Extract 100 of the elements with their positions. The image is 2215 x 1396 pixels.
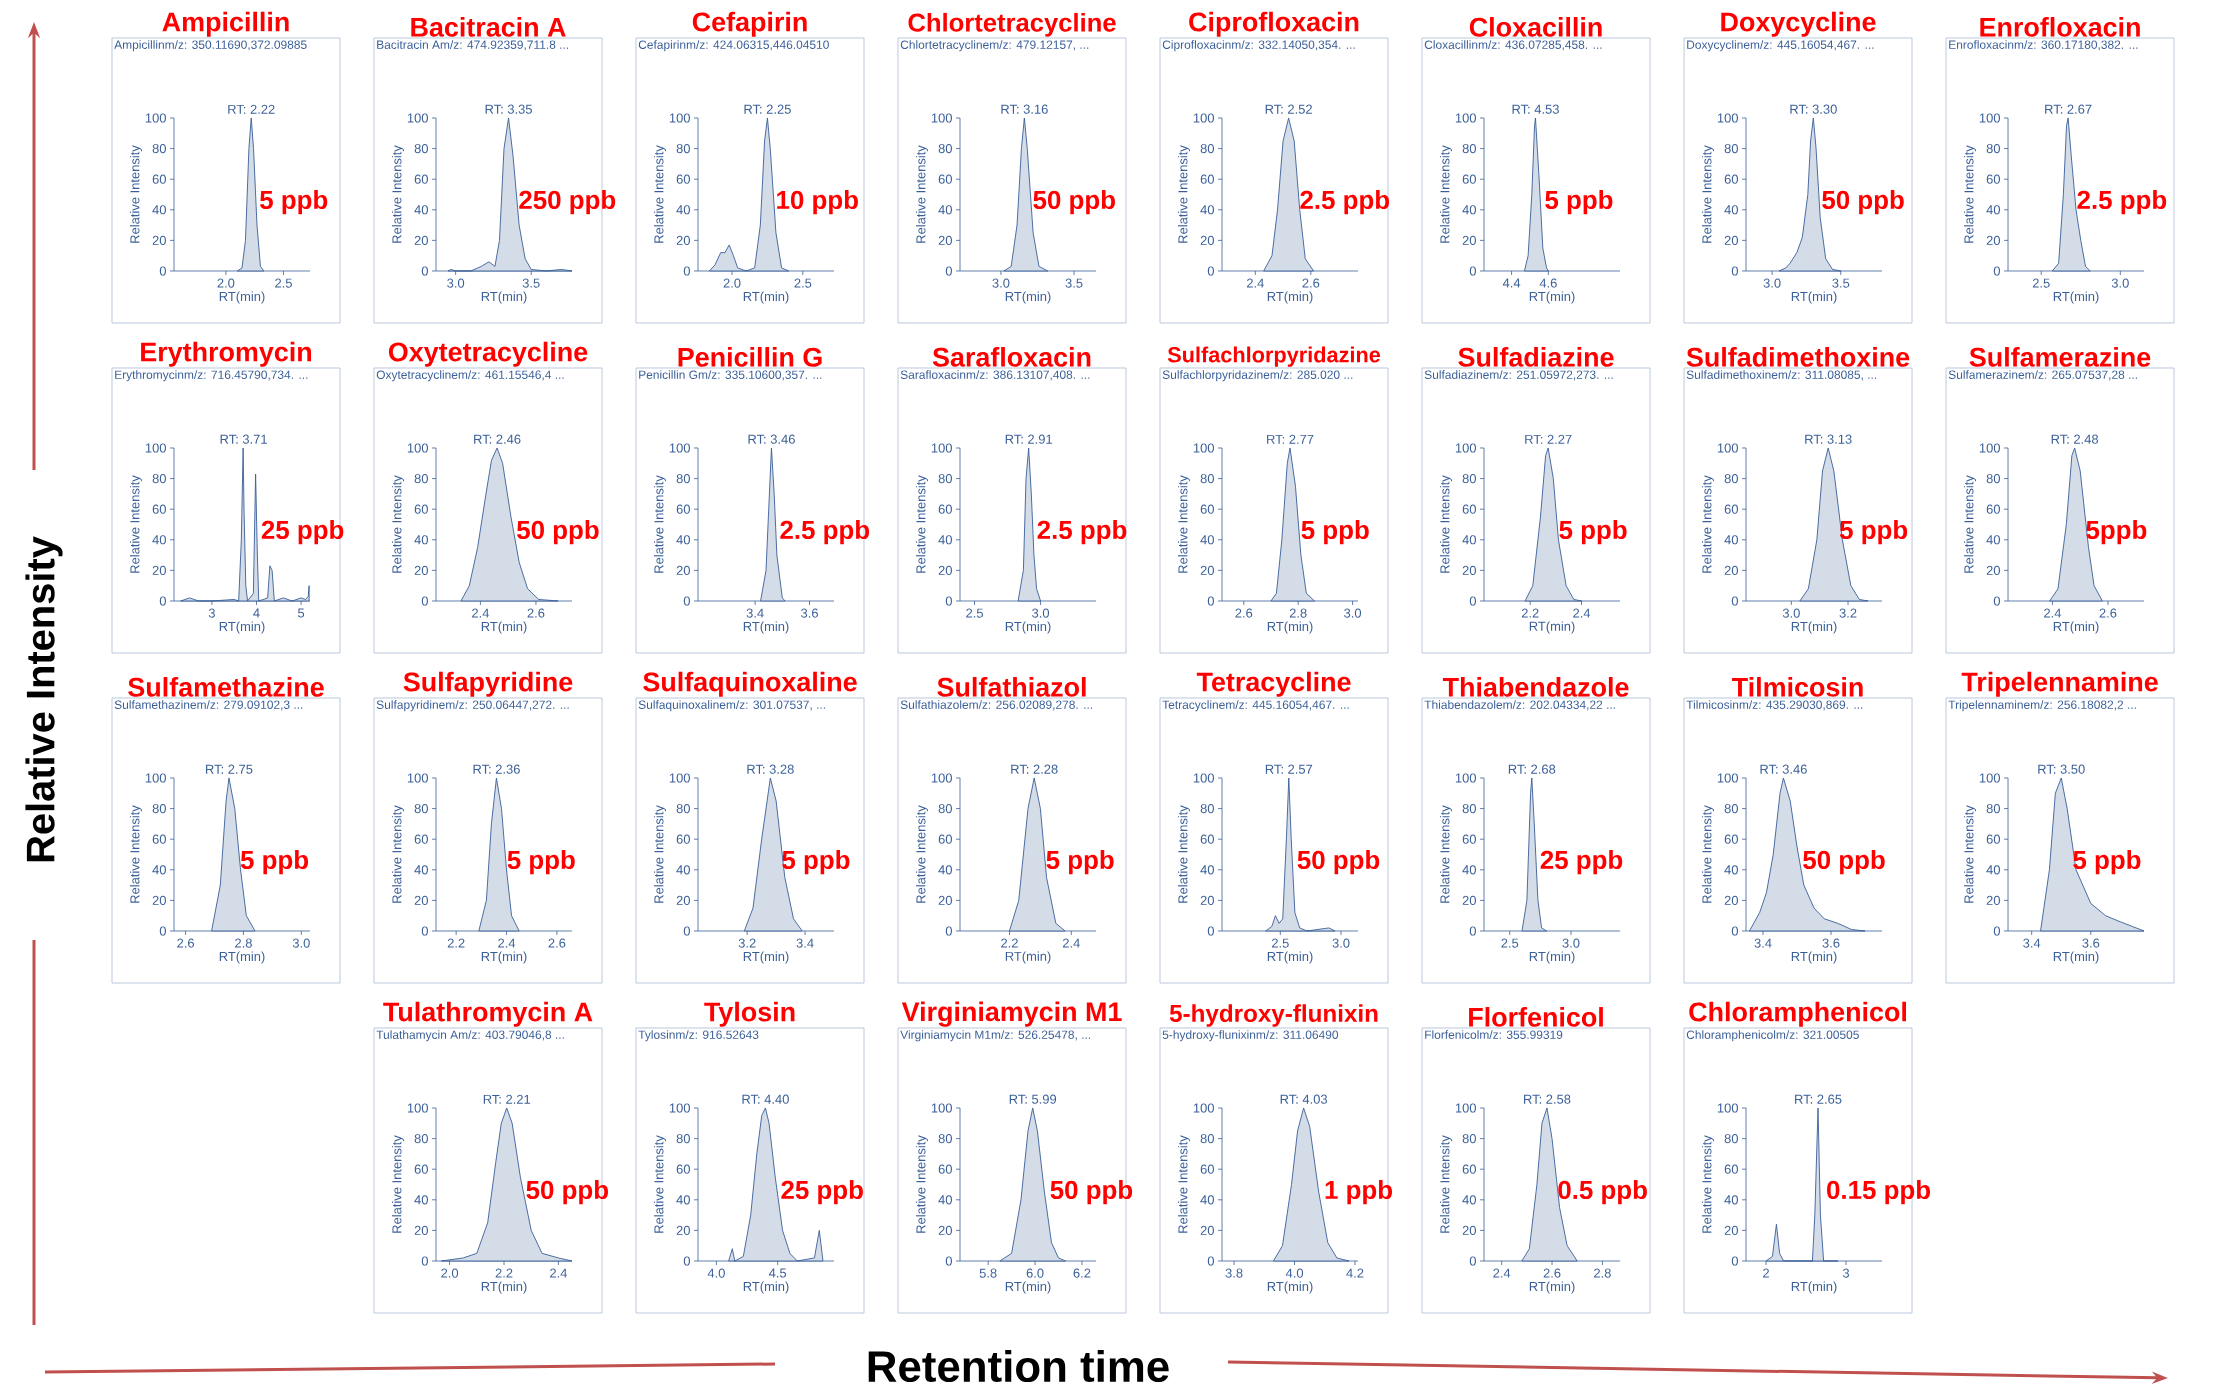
y-tick-label: 0	[1731, 926, 1738, 936]
y-axis-title: Relative Intensity	[1701, 1135, 1715, 1233]
x-tick-label: 2.4	[1573, 608, 1591, 618]
y-tick-label: 20	[1462, 235, 1476, 245]
y-tick-label: 100	[1979, 443, 2000, 453]
y-tick-label: 20	[1724, 895, 1738, 905]
x-tick-label: 2.5	[794, 278, 812, 288]
y-tick-label: 20	[676, 565, 690, 575]
y-tick-label: 100	[1455, 443, 1476, 453]
y-tick-label: 0	[1207, 596, 1214, 606]
y-axis-title: Relative Intensity	[915, 805, 929, 903]
y-tick-label: 100	[1979, 773, 2000, 783]
annotation: RT: 2.91	[1005, 434, 1053, 444]
chart-title: 5-hydroxy-flunixin	[1169, 1004, 1378, 1027]
chart-subtitle: Thiabendazolem/z: 202.04334,22 ...	[1424, 700, 1615, 711]
x-tick-label: 2.6	[527, 608, 545, 618]
chart-subtitle: Doxycyclinem/z: 445.16054,467. ...	[1687, 40, 1874, 52]
y-tick-label: 0	[1731, 266, 1738, 276]
chart-title: Sulfamethazine	[128, 677, 324, 697]
y-tick-label: 0	[1993, 926, 2001, 936]
annotation: 5ppb	[2086, 520, 2147, 545]
annotation: RT: 3.28	[747, 764, 794, 774]
y-tick-label: 40	[1724, 865, 1738, 875]
x-tick-label: 2.5	[2032, 278, 2050, 288]
annotation: RT: 4.53	[1512, 104, 1559, 114]
y-tick-label: 20	[1724, 565, 1738, 575]
y-tick-label: 0	[1469, 596, 1476, 606]
y-tick-label: 20	[676, 1225, 690, 1235]
chart-subtitle: Sulfathiazolem/z: 256.02089,278. ...	[900, 700, 1093, 711]
annotation: 5 ppb	[782, 850, 850, 875]
x-tick-label: 2.4	[1062, 938, 1080, 948]
annotation: RT: 2.48	[2051, 434, 2099, 444]
y-axis-title: Relative Intensity	[653, 805, 667, 903]
annotation: 5 ppb	[507, 850, 575, 875]
y-tick-label: 0	[945, 926, 952, 936]
x-axis-title: RT(min)	[1005, 291, 1051, 304]
y-tick-label: 20	[1200, 235, 1214, 245]
x-tick-label: 2.4	[1493, 1268, 1511, 1278]
annotation: 5 ppb	[2073, 850, 2141, 875]
x-axis-title: RT(min)	[219, 951, 265, 964]
annotation: 25 ppb	[261, 520, 344, 545]
y-tick-label: 20	[414, 1225, 428, 1235]
x-tick-label: 2.0	[723, 278, 741, 288]
x-tick-label: 3.0	[1344, 608, 1362, 618]
text: Retention time	[868, 1349, 1169, 1383]
x-tick-label: 2.6	[548, 938, 566, 948]
x-axis-title: RT(min)	[1791, 291, 1837, 304]
x-tick-label: 3.6	[2082, 938, 2100, 948]
y-tick-label: 80	[1986, 474, 2000, 484]
x-axis-title: RT(min)	[1005, 621, 1051, 634]
y-axis-title: Relative Intensity	[1701, 805, 1715, 903]
y-tick-label: 60	[414, 1164, 428, 1174]
chart-subtitle: Penicillin Gm/z: 335.10600,357. ...	[639, 370, 822, 381]
x-axis-title: RT(min)	[1267, 1281, 1313, 1294]
annotation: 25 ppb	[1540, 850, 1623, 875]
x-tick-label: 3.0	[992, 278, 1010, 288]
annotation: RT: 3.13	[1805, 434, 1852, 444]
y-tick-label: 100	[407, 1103, 428, 1113]
x-tick-label: 5	[298, 608, 305, 618]
annotation: RT: 3.30	[1790, 104, 1837, 114]
chart-title: Tripelennamine	[1961, 671, 2158, 697]
x-tick-label: 3.2	[1839, 608, 1857, 618]
y-tick-label: 0	[683, 1256, 690, 1266]
y-tick-label: 60	[152, 174, 166, 184]
annotation: 50 ppb	[526, 1180, 608, 1205]
y-tick-label: 100	[407, 773, 428, 783]
y-tick-label: 100	[669, 113, 690, 123]
annotation: RT: 3.71	[220, 434, 267, 444]
chart-title: Sulfapyridine	[403, 671, 573, 697]
chart-subtitle: Bacitracin Am/z: 474.92359,711.8 ...	[377, 40, 569, 51]
x-axis-title: RT(min)	[481, 951, 527, 964]
y-tick-label: 40	[1200, 865, 1214, 875]
annotation: 250 ppb	[519, 190, 616, 215]
annotation: 2.5 ppb	[1037, 520, 1127, 545]
y-tick-label: 0	[421, 1256, 428, 1266]
x-tick-label: 2.6	[1235, 608, 1253, 618]
chart-subtitle: Chlortetracyclinem/z: 479.12157, ...	[900, 40, 1089, 52]
y-tick-label: 0	[945, 1256, 952, 1266]
x-tick-label: 4.4	[1502, 278, 1521, 288]
chart-subtitle: Erythromycinm/z: 716.45790,734. ...	[115, 370, 308, 382]
x-axis-title: RT(min)	[1005, 1281, 1051, 1294]
annotation: RT: 3.50	[2038, 764, 2085, 774]
chart-title: Enrofloxacin	[1980, 17, 2140, 37]
y-tick-label: 40	[676, 865, 690, 875]
annotation: 2.5 ppb	[780, 520, 870, 545]
y-tick-label: 40	[1986, 535, 2000, 545]
y-tick-label: 80	[152, 144, 166, 154]
y-tick-label: 80	[938, 804, 952, 814]
y-tick-label: 40	[938, 535, 952, 545]
y-tick-label: 0	[1731, 596, 1738, 606]
y-tick-label: 60	[938, 504, 952, 514]
y-tick-label: 20	[1724, 1225, 1738, 1235]
x-axis-title: RT(min)	[1791, 951, 1837, 964]
x-tick-label: 2.4	[498, 938, 516, 948]
y-axis-title: Relative Intensity	[653, 475, 667, 573]
chart-subtitle: Florfenicolm/z: 355.99319	[1425, 1030, 1563, 1039]
y-tick-label: 80	[414, 474, 428, 484]
y-tick-label: 100	[145, 773, 166, 783]
y-tick-label: 60	[1986, 834, 2000, 844]
y-tick-label: 40	[676, 205, 690, 215]
